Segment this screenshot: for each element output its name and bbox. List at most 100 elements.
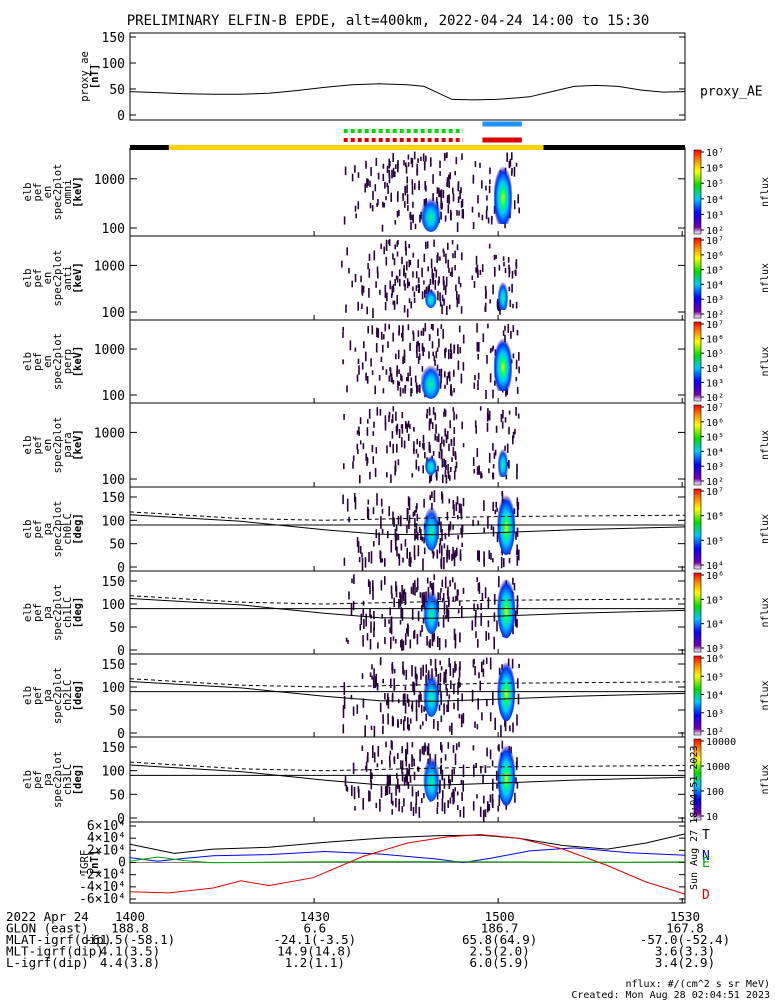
colorbar-tick-label: 10⁶ <box>706 164 724 175</box>
spectrogram-pixel <box>416 577 419 591</box>
spectrogram-pixel <box>358 431 360 436</box>
colorbar <box>693 738 702 821</box>
spectrogram-pixel <box>395 533 398 541</box>
spectrogram-pixel <box>362 608 365 616</box>
spectrogram-pixel <box>384 693 386 700</box>
spectrogram-pixel <box>444 371 446 378</box>
spectrogram-pixel <box>430 583 433 590</box>
spectrogram-pixel <box>438 517 440 525</box>
spectrogram-pixel <box>410 586 413 594</box>
spectrogram-pixel <box>439 660 441 666</box>
spectrogram-pixel <box>368 288 370 298</box>
spectrogram-pixel <box>481 661 483 673</box>
spectrogram-pixel <box>417 766 420 772</box>
spectrogram-pixel <box>357 201 360 210</box>
y-tick-label: 150 <box>102 575 125 590</box>
spectrogram-pixel <box>420 330 423 336</box>
spectrogram-pixel <box>462 713 465 724</box>
spectrogram-pixel <box>446 177 449 187</box>
footer-row-value: 1530 <box>670 909 700 924</box>
spectrogram-pixel <box>438 276 440 284</box>
spectrogram-pixel <box>478 586 481 594</box>
spectrogram-pixel <box>516 757 518 766</box>
spectrogram-pixel <box>404 186 406 192</box>
spectrogram-pixel <box>448 181 450 188</box>
pa_ch0-panel: 0 50 100 150 10⁴ 10⁵ 10⁶ 10⁷ nflux <box>102 486 771 576</box>
spectrogram-pixel <box>409 552 411 561</box>
footer-row-value: 3.6(3.3) <box>655 944 715 959</box>
spectrogram-pixel <box>475 255 478 265</box>
ylabel-line: spec2plot <box>52 333 64 390</box>
spectrogram-pixel <box>395 425 398 432</box>
spectrogram-pixel <box>409 718 412 724</box>
spectrogram-pixel <box>342 705 345 718</box>
spectrogram-pixel <box>460 714 463 728</box>
spectrogram-pixel <box>456 210 458 216</box>
spectrogram-pixel <box>368 253 371 261</box>
spectrogram-pixel <box>391 809 393 815</box>
spectrogram-pixel <box>414 666 417 679</box>
spectrogram-pixel <box>384 290 387 299</box>
spectrogram-pixel <box>444 428 446 437</box>
spectrogram-pixel <box>379 550 381 560</box>
spectrogram-pixel <box>459 632 461 643</box>
spectrogram-pixel <box>428 407 431 416</box>
spectrogram-pixel <box>451 267 453 277</box>
spectrogram-pixel <box>518 366 520 374</box>
spectrogram-pixel <box>501 740 504 749</box>
spectrogram-pixel <box>424 180 426 190</box>
spectrogram-pixel <box>438 704 441 711</box>
spectrogram-pixel <box>516 714 518 726</box>
spectrogram-pixel <box>419 441 421 448</box>
spectrogram-pixel <box>461 252 463 261</box>
spectrogram-pixel <box>402 388 404 394</box>
spectrogram-pixel <box>446 545 449 559</box>
spectrogram-pixel <box>462 780 464 792</box>
colorbar-label: nflux <box>760 430 771 460</box>
spectrogram-pixel <box>440 764 442 774</box>
colorbar-tick-label: 10⁶ <box>706 512 724 523</box>
spectrogram-pixel <box>396 241 398 247</box>
spectrogram-pixel <box>447 204 450 214</box>
spectrogram-pixel <box>440 201 443 208</box>
colorbar-tick-label: 10⁶ <box>706 654 724 665</box>
spectrogram-pixel <box>510 330 512 339</box>
spectrogram-pixel <box>455 461 458 469</box>
spectrogram-pixel <box>391 418 393 424</box>
colorbar <box>693 404 702 486</box>
spectrogram-pixel <box>518 207 520 214</box>
colorbar-tick-label: 10² <box>706 393 724 404</box>
y-tick-label: 1000 <box>94 426 125 441</box>
spectrogram-pixel <box>390 792 393 804</box>
spectrogram-pixel <box>513 200 516 210</box>
spectrogram-pixel <box>421 746 424 755</box>
spectrogram-pixel <box>432 407 435 415</box>
ylabel-line: pef <box>32 520 44 539</box>
spectrogram-pixel <box>516 469 518 480</box>
spectrogram-pixel <box>391 414 394 423</box>
spectrogram-pixel <box>365 766 367 771</box>
spectrogram-pixel <box>386 699 388 706</box>
spectrogram-pixel <box>373 610 375 620</box>
spectrogram-pixel <box>412 681 414 692</box>
spectrogram-pixel <box>444 639 447 648</box>
colorbar-tick-label: 10⁷ <box>706 487 724 498</box>
spectrogram-pixel <box>369 639 372 650</box>
footer-row-value: 1.2(1.1) <box>285 955 345 970</box>
spectrogram-pixel <box>361 557 364 571</box>
spectrogram-pixel <box>424 323 427 332</box>
spectrogram-pixel <box>342 331 344 338</box>
spectrogram-pixel <box>378 532 380 546</box>
spectrogram-pixel <box>516 555 519 566</box>
footer-row-label: GLON (east) <box>6 921 89 936</box>
spectrogram-pixel <box>406 194 409 204</box>
spectrogram-pixel <box>381 614 383 619</box>
spectrogram-pixel <box>452 187 454 194</box>
spectrogram-pixel <box>491 760 494 767</box>
colorbar-tick-label: 10³ <box>706 378 724 389</box>
spectrogram-pixel <box>401 638 403 651</box>
spectrogram-pixel <box>370 621 372 633</box>
spectrogram-pixel <box>477 195 479 204</box>
spectrogram-pixel <box>442 248 445 253</box>
colorbar-tick-label: 10³ <box>706 462 724 473</box>
